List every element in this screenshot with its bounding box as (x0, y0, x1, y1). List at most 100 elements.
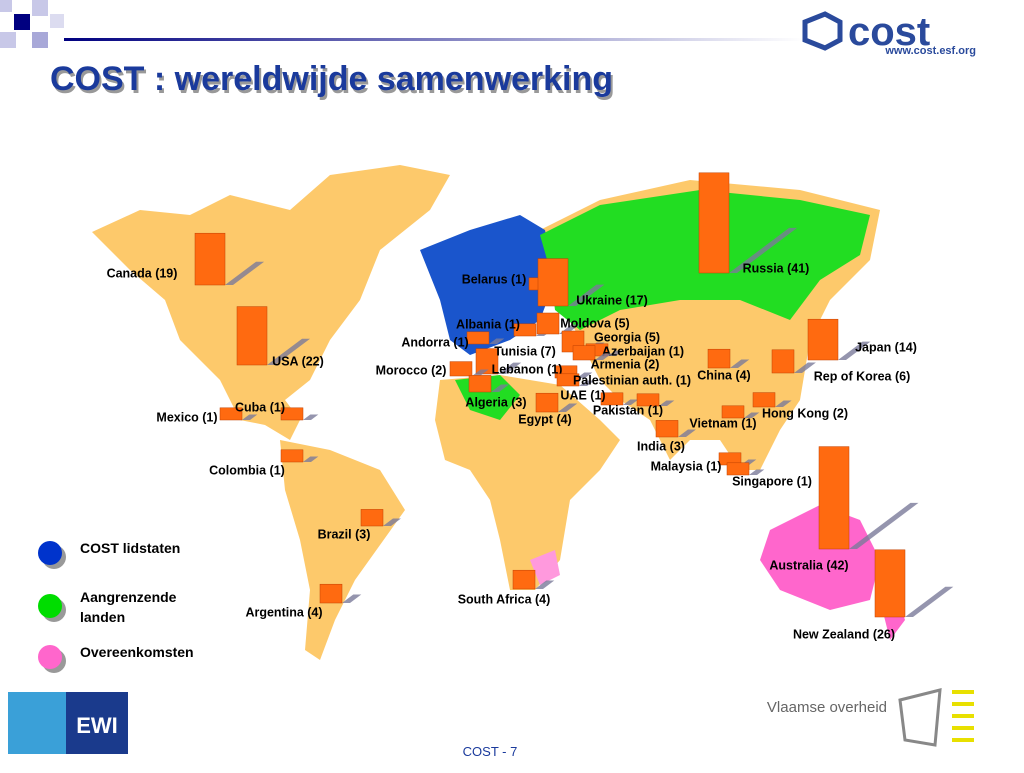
bar (752, 392, 776, 408)
page-number: COST - 7 (463, 744, 518, 759)
ewi-logo: EWI (76, 713, 118, 738)
bar-shadow (491, 384, 509, 392)
bar-shadow (579, 380, 595, 386)
bar (535, 392, 559, 413)
country-label: Georgia (5) (594, 330, 660, 344)
bar-shadow (558, 403, 578, 412)
bar (194, 232, 226, 286)
legend-label: Overeenkomsten (80, 644, 194, 660)
country-label: Mexico (1) (156, 410, 217, 424)
country-label: Algeria (3) (465, 395, 526, 409)
bar-shadow (242, 414, 258, 420)
bar (556, 373, 580, 387)
bar (698, 172, 730, 274)
country-label: Australia (42) (769, 558, 848, 572)
bar-shadow (623, 399, 639, 405)
country-label: Lebanon (1) (492, 362, 563, 376)
bar-shadow (775, 400, 792, 407)
bar (468, 375, 492, 393)
country-label: Rep of Korea (6) (814, 369, 911, 383)
bar-shadow (730, 359, 750, 368)
partner: Vlaamse overheid (767, 699, 887, 716)
url: www.cost.esf.org (884, 45, 976, 57)
country-label: Moldova (5) (560, 316, 629, 330)
bar (707, 348, 731, 369)
bar (807, 318, 839, 361)
country-label: Argentina (4) (245, 605, 322, 619)
bar-shadow (383, 518, 401, 526)
country-label: Colombia (1) (209, 463, 285, 477)
country-label: USA (22) (272, 354, 324, 368)
bar (572, 345, 596, 361)
lion (898, 688, 942, 747)
bar-shadow (577, 372, 593, 378)
bar (721, 405, 745, 419)
bar (475, 348, 499, 375)
country-label: Palestinian auth. (1) (573, 373, 691, 387)
country-label: Pakistan (1) (593, 403, 663, 417)
bar (466, 331, 490, 345)
bar-shadow (535, 580, 555, 589)
country-label: Ukraine (17) (576, 293, 648, 307)
legend-swatch (38, 645, 62, 669)
country-label: Japan (14) (855, 340, 917, 354)
cost-logo: cost (848, 10, 930, 54)
country-label: Vietnam (1) (689, 416, 756, 430)
bar-shadow (267, 338, 311, 365)
country-label: Belarus (1) (462, 272, 527, 286)
country-label: Brazil (3) (318, 527, 371, 541)
legend-swatch (38, 541, 62, 565)
bar-shadow (498, 362, 522, 374)
bar-shadow (225, 261, 265, 285)
bar (600, 392, 624, 406)
bar (280, 449, 304, 463)
bar (360, 509, 384, 527)
bar-shadow (489, 338, 505, 344)
bar (726, 462, 750, 476)
bar-shadow (608, 350, 624, 356)
legend-label: Aangrenzende landen (80, 589, 177, 625)
country-label: Canada (19) (107, 266, 178, 280)
cost-logo-mark (802, 11, 843, 51)
bar (236, 306, 268, 366)
bar-shadow (729, 227, 798, 273)
partner-emblem (952, 690, 974, 742)
bar (636, 393, 660, 407)
country-label: China (4) (697, 368, 750, 382)
bar-shadow (794, 362, 816, 373)
country-label: Morocco (2) (376, 363, 447, 377)
title-rule (64, 38, 804, 41)
legend-swatch (38, 594, 62, 618)
bar-shadow (678, 429, 696, 437)
country-label: Egypt (4) (518, 412, 571, 426)
bar (874, 549, 906, 618)
bar (655, 420, 679, 438)
title: COST : wereldwijde samenwerking (50, 60, 613, 98)
country-label: Tunisia (7) (494, 344, 556, 358)
bar-shadow (568, 284, 605, 306)
bar-shadow (659, 400, 675, 406)
bar-shadow (303, 414, 319, 420)
ewi-logo-left (8, 692, 66, 754)
country-label: Russia (41) (743, 261, 810, 275)
bar (219, 407, 243, 421)
country-label: New Zealand (26) (793, 627, 895, 641)
bar (771, 349, 795, 374)
bar (537, 258, 569, 307)
bar-shadow (595, 353, 612, 360)
bar-shadow (905, 586, 954, 617)
country-label: Armenia (2) (591, 357, 660, 371)
country-label: Malaysia (1) (651, 459, 722, 473)
bar-shadow (849, 502, 919, 549)
country-label: Azerbaijan (1) (602, 344, 684, 358)
country-label: UAE (1) (560, 388, 605, 402)
country-label: India (3) (637, 439, 685, 453)
bar-shadow (744, 412, 760, 418)
bar (280, 407, 304, 421)
bar-shadow (342, 594, 362, 603)
bar (512, 569, 536, 590)
country-label: Singapore (1) (732, 474, 812, 488)
bar (513, 323, 537, 337)
country-label: South Africa (4) (458, 592, 551, 606)
